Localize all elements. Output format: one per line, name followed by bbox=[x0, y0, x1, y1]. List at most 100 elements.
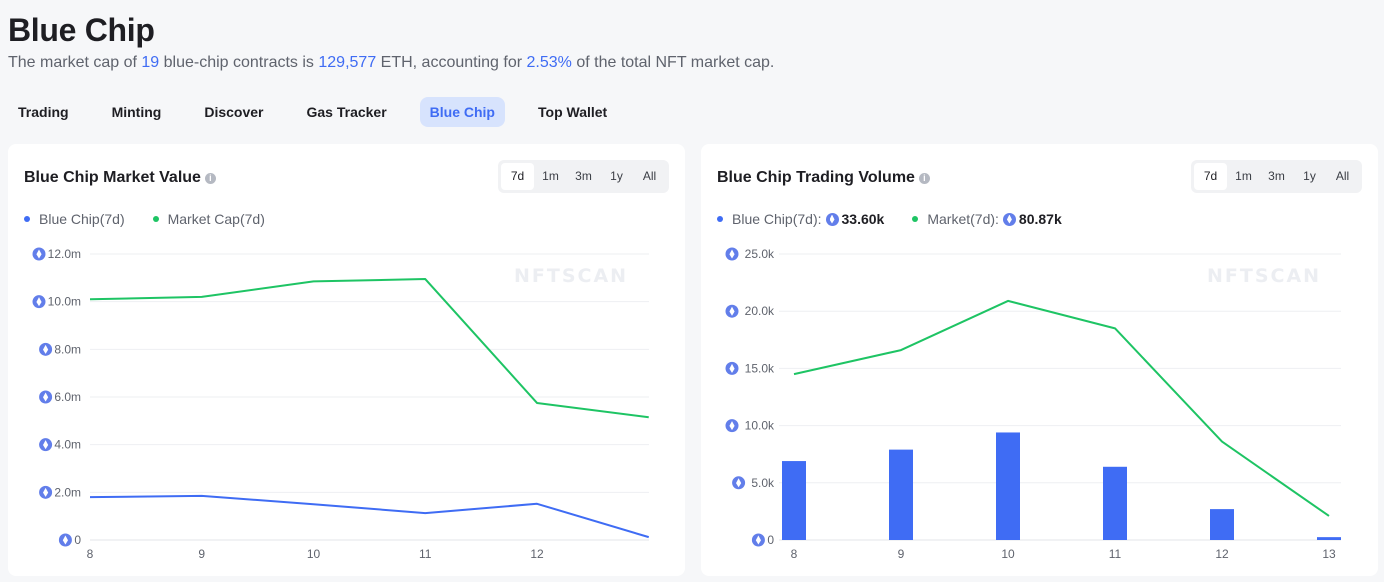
range-all[interactable]: All bbox=[1335, 169, 1350, 183]
range-7d[interactable]: 7d bbox=[1194, 163, 1227, 190]
tab-top-wallet[interactable]: Top Wallet bbox=[538, 104, 608, 120]
watermark: NFTSCAN bbox=[1207, 265, 1321, 287]
subtitle-text-2: blue-chip contracts is bbox=[159, 54, 319, 71]
range-3m[interactable]: 3m bbox=[1268, 169, 1285, 183]
legend-blue-chip[interactable]: Blue Chip(7d) bbox=[24, 210, 125, 228]
data-point[interactable] bbox=[85, 294, 95, 304]
data-point[interactable] bbox=[896, 345, 906, 355]
page-header: Blue Chip The market cap of 19 blue-chip… bbox=[8, 12, 774, 74]
data-point[interactable] bbox=[644, 532, 654, 542]
market-value-chart: NFTSCAN 0 2.0m 4.0m 6.0m 8.0m 10.0m 12.0m 8 9 10 11… bbox=[32, 247, 654, 561]
bar[interactable] bbox=[782, 461, 806, 540]
page-title: Blue Chip bbox=[8, 12, 155, 48]
trading-volume-title: Blue Chip Trading Volume i bbox=[717, 168, 930, 188]
tab-trading[interactable]: Trading bbox=[18, 104, 69, 120]
market-value-legend: Blue Chip(7d) Market Cap(7d) bbox=[24, 210, 293, 228]
data-point[interactable] bbox=[1217, 437, 1227, 447]
x-tick-label: 12 bbox=[530, 547, 544, 561]
eth-icon bbox=[39, 438, 53, 452]
y-tick-label: 6.0m bbox=[54, 390, 81, 404]
main-tabs: Trading Minting Discover Gas Tracker Blu… bbox=[8, 97, 640, 127]
data-point[interactable] bbox=[420, 508, 430, 518]
tab-discover[interactable]: Discover bbox=[204, 104, 264, 120]
market-value-card: Blue Chip Market Value i 7d 1m 3m 1y All… bbox=[8, 144, 685, 576]
y-tick-label: 0 bbox=[767, 533, 774, 547]
eth-icon bbox=[39, 390, 53, 404]
info-icon[interactable]: i bbox=[918, 172, 930, 184]
bar[interactable] bbox=[1103, 466, 1127, 540]
range-1m[interactable]: 1m bbox=[542, 169, 559, 183]
trading-volume-range-selector: 7d 1m 3m 1y All bbox=[1191, 160, 1362, 193]
legend-label: Blue Chip(7d): bbox=[732, 211, 822, 227]
eth-icon bbox=[32, 247, 46, 261]
legend-label: Blue Chip(7d) bbox=[39, 211, 125, 227]
trading-volume-card: Blue Chip Trading Volume i 7d 1m 3m 1y A… bbox=[701, 144, 1378, 576]
data-point[interactable] bbox=[644, 412, 654, 422]
eth-icon bbox=[825, 212, 839, 226]
watermark: NFTSCAN bbox=[514, 265, 628, 287]
page-subtitle: The market cap of 19 blue-chip contracts… bbox=[8, 52, 774, 74]
data-point[interactable] bbox=[1324, 511, 1334, 521]
data-point[interactable] bbox=[1110, 323, 1120, 333]
data-point[interactable] bbox=[197, 292, 207, 302]
x-tick-label: 12 bbox=[1215, 547, 1229, 561]
x-tick-label: 8 bbox=[791, 547, 798, 561]
legend-market[interactable]: Market(7d): 80.87k bbox=[912, 210, 1062, 228]
subtitle-text-3: ETH, accounting for bbox=[376, 54, 527, 71]
y-tick-label: 25.0k bbox=[745, 247, 775, 261]
bar[interactable] bbox=[996, 432, 1020, 540]
range-1y[interactable]: 1y bbox=[1303, 169, 1316, 183]
market-value-range-selector: 7d 1m 3m 1y All bbox=[498, 160, 669, 193]
legend-blue-chip[interactable]: Blue Chip(7d): 33.60k bbox=[717, 210, 884, 228]
data-point[interactable] bbox=[85, 492, 95, 502]
legend-market-cap[interactable]: Market Cap(7d) bbox=[152, 210, 265, 228]
range-3m[interactable]: 3m bbox=[575, 169, 592, 183]
subtitle-text-1: The market cap of bbox=[8, 54, 142, 71]
data-point[interactable] bbox=[309, 499, 319, 509]
trading-volume-title-text: Blue Chip Trading Volume bbox=[717, 169, 915, 186]
y-tick-label: 5.0k bbox=[751, 476, 775, 490]
legend-value: 80.87k bbox=[1002, 210, 1062, 228]
tab-blue-chip[interactable]: Blue Chip bbox=[419, 97, 505, 127]
data-point[interactable] bbox=[309, 276, 319, 286]
y-tick-label: 4.0m bbox=[54, 438, 81, 452]
market-value-title: Blue Chip Market Value i bbox=[24, 168, 216, 188]
eth-icon bbox=[732, 476, 746, 490]
x-tick-label: 11 bbox=[419, 547, 432, 561]
bluechip-market-cap: 129,577 bbox=[318, 54, 377, 71]
y-tick-label: 12.0m bbox=[48, 247, 81, 261]
tab-gas-tracker[interactable]: Gas Tracker bbox=[306, 104, 387, 120]
tab-minting[interactable]: Minting bbox=[111, 104, 162, 120]
range-7d[interactable]: 7d bbox=[501, 163, 534, 190]
legend-value: 33.60k bbox=[825, 210, 884, 228]
bluechip-count: 19 bbox=[141, 54, 160, 71]
x-tick-label: 9 bbox=[198, 547, 205, 561]
legend-dot-green bbox=[912, 216, 919, 222]
x-tick-label: 9 bbox=[898, 547, 905, 561]
bar[interactable] bbox=[1210, 509, 1234, 540]
eth-icon bbox=[39, 485, 53, 499]
bar[interactable] bbox=[889, 449, 913, 540]
data-point[interactable] bbox=[532, 499, 542, 509]
eth-icon bbox=[39, 342, 53, 356]
eth-icon bbox=[725, 361, 739, 375]
eth-icon bbox=[58, 533, 72, 547]
data-point[interactable] bbox=[1003, 296, 1013, 306]
y-tick-label: 0 bbox=[74, 533, 81, 547]
range-1y[interactable]: 1y bbox=[610, 169, 623, 183]
y-tick-label: 20.0k bbox=[745, 304, 775, 318]
series-line bbox=[793, 299, 1330, 517]
bar[interactable] bbox=[1317, 537, 1341, 540]
eth-icon bbox=[725, 247, 739, 261]
data-point[interactable] bbox=[532, 398, 542, 408]
range-all[interactable]: All bbox=[642, 169, 657, 183]
data-point[interactable] bbox=[789, 369, 799, 379]
info-icon[interactable]: i bbox=[204, 172, 216, 184]
data-point[interactable] bbox=[420, 274, 430, 284]
data-point[interactable] bbox=[197, 491, 207, 501]
range-1m[interactable]: 1m bbox=[1235, 169, 1252, 183]
eth-icon bbox=[725, 419, 739, 433]
trading-volume-chart: NFTSCAN 0 5.0k 10.0k 15.0k 20.0k 25.0k 8 9 10 11 12… bbox=[725, 247, 1341, 561]
y-tick-label: 10.0m bbox=[48, 295, 81, 309]
x-tick-label: 11 bbox=[1109, 547, 1122, 561]
